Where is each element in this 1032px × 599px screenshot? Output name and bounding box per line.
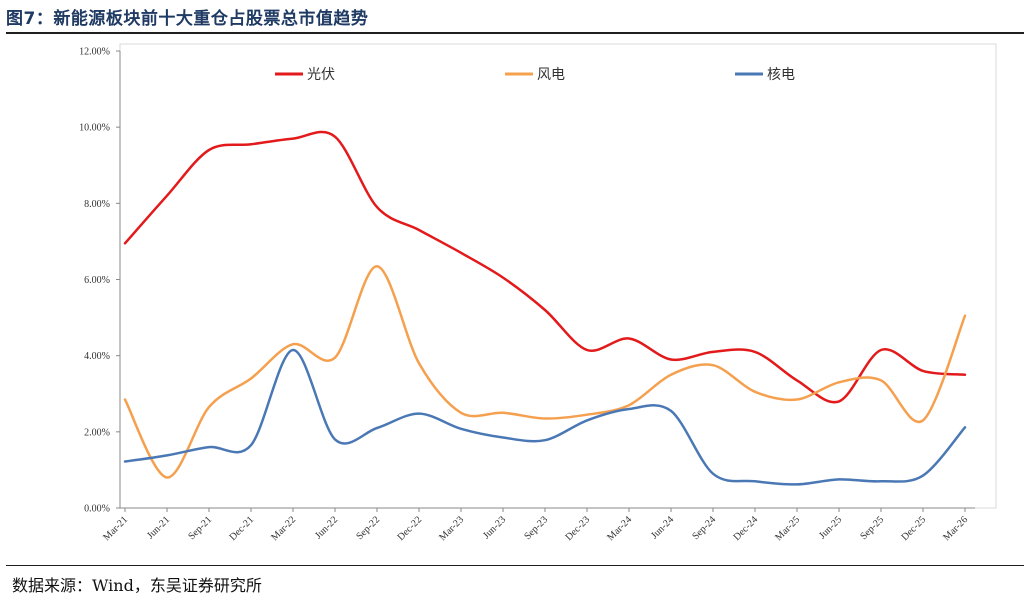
source-note: 数据来源：Wind，东吴证券研究所 [12, 576, 262, 595]
x-tick-label: Sep-24 [690, 514, 718, 542]
x-tick-label: Jun-22 [313, 514, 340, 541]
x-tick-label: Dec-24 [732, 514, 761, 543]
plot-area: 0.00% 2.00% 4.00% 6.00% 8.00% 10.00% 12.00% Mar… [79, 43, 997, 543]
x-tick-label: Dec-21 [228, 514, 257, 543]
legend-item-solar-label: 光伏 [307, 67, 335, 83]
x-tick-label: Sep-22 [354, 514, 382, 542]
x-tick-label: Jun-24 [649, 514, 676, 541]
figure-title: 图7：新能源板块前十大重仓占股票总市值趋势 [6, 9, 369, 29]
x-tick-label: Sep-23 [522, 514, 550, 542]
x-tick-label: Mar-25 [773, 514, 802, 543]
plot-border [119, 43, 997, 509]
x-tick-label: Jun-25 [817, 514, 844, 541]
legend-item-wind-label: 风电 [537, 67, 565, 83]
x-tick-label: Mar-23 [437, 514, 466, 543]
y-tick-label: 2.00% [84, 427, 110, 438]
series-line-solar [123, 130, 967, 404]
x-tick-label: Mar-21 [101, 514, 130, 543]
y-tick-label: 4.00% [84, 351, 110, 362]
x-tick-label: Dec-23 [564, 514, 593, 543]
x-tick-label: Jun-23 [481, 514, 508, 541]
top-rule [6, 32, 1024, 34]
y-tick-label: 12.00% [79, 47, 110, 58]
line-chart: 0.00% 2.00% 4.00% 6.00% 8.00% 10.00% 12.00% Mar… [79, 43, 997, 543]
x-tick-label: Mar-24 [605, 514, 634, 543]
series-line-wind [123, 264, 967, 479]
x-tick-label: Sep-25 [858, 514, 886, 542]
bottom-rule [6, 565, 1024, 566]
y-tick-label: 8.00% [84, 199, 110, 210]
x-tick-label: Dec-25 [900, 514, 929, 543]
legend-item-nuclear-label: 核电 [767, 67, 795, 83]
y-tick-label: 6.00% [84, 275, 110, 286]
series-line-nuclear [123, 348, 967, 486]
x-tick-label: Dec-22 [396, 514, 425, 543]
x-tick-label: Sep-21 [186, 514, 214, 542]
x-tick-label: Mar-22 [269, 514, 298, 543]
y-tick-label: 0.00% [84, 504, 110, 515]
y-tick-label: 10.00% [79, 123, 110, 134]
x-tick-label: Mar-26 [941, 514, 970, 543]
x-tick-label: Jun-21 [145, 514, 172, 541]
